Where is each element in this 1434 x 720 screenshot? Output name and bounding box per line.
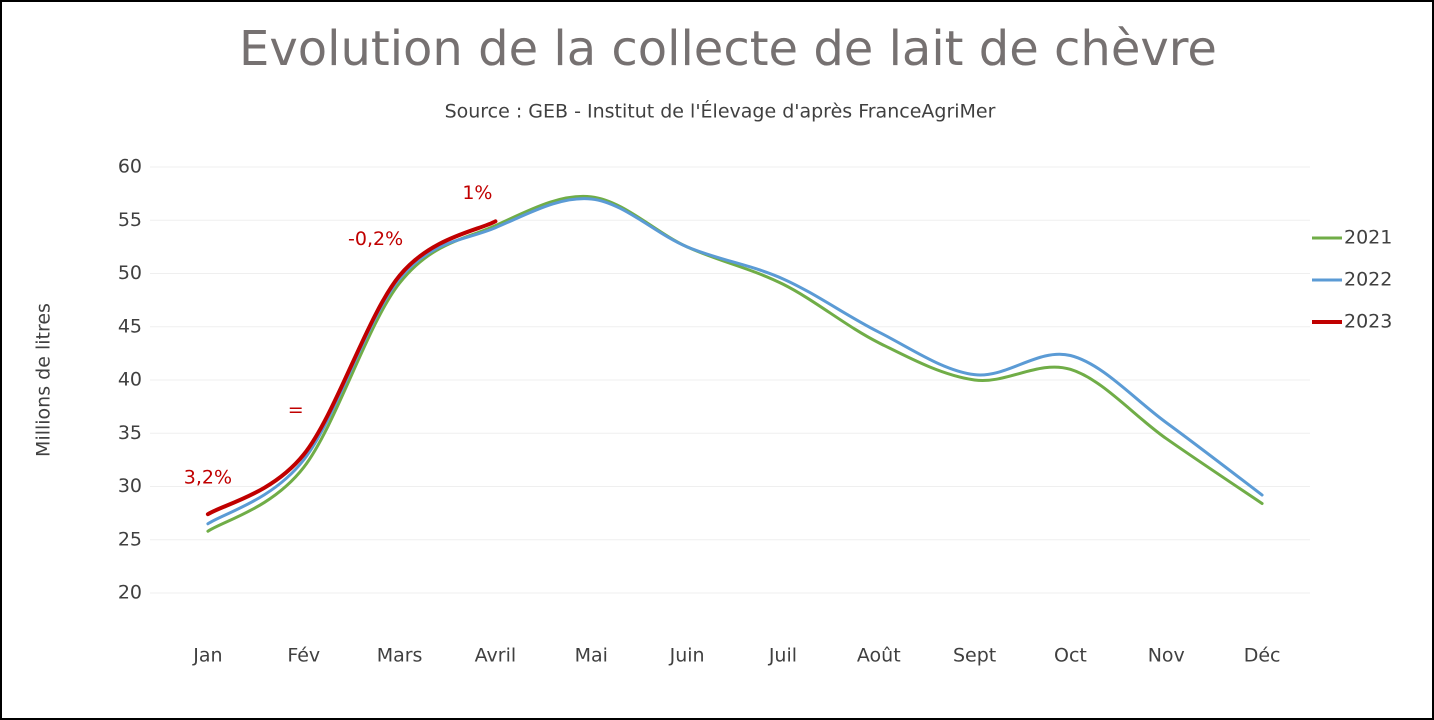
series-line [205, 219, 498, 517]
x-tick-label: Déc [1244, 645, 1281, 667]
y-tick-label: 45 [118, 315, 142, 337]
annotation: -0,2% [348, 228, 403, 250]
legend-label: 2022 [1344, 269, 1392, 291]
chart-title: Evolution de la collecte de lait de chèv… [239, 21, 1217, 77]
y-tick-label: 60 [118, 156, 142, 178]
annotation: 1% [462, 182, 492, 204]
y-tick-label: 50 [118, 262, 142, 284]
chart-subtitle: Source : GEB - Institut de l'Élevage d'a… [445, 100, 996, 123]
x-tick-label: Août [857, 645, 901, 667]
x-tick-label: Juin [669, 645, 705, 667]
y-tick-label: 20 [118, 582, 142, 604]
y-tick-label: 55 [118, 209, 142, 231]
y-tick-label: 40 [118, 369, 142, 391]
x-tick-label: Oct [1054, 645, 1087, 667]
y-tick-label: 35 [118, 422, 142, 444]
x-tick-label: Mars [377, 645, 423, 667]
x-tick-label: Nov [1148, 645, 1185, 667]
x-tick-label: Avril [475, 645, 517, 667]
x-tick-label: Jan [192, 645, 222, 667]
legend-label: 2021 [1344, 227, 1392, 249]
y-tick-label: 30 [118, 475, 142, 497]
series-line [206, 194, 1264, 533]
x-tick-label: Sept [953, 645, 996, 667]
y-axis-label: Millions de litres [33, 303, 55, 457]
annotation: 3,2% [184, 467, 232, 489]
x-tick-label: Fév [287, 645, 320, 667]
x-tick-label: Juil [768, 645, 797, 667]
y-tick-label: 25 [118, 528, 142, 550]
legend-label: 2023 [1344, 311, 1392, 333]
x-tick-label: Mai [575, 645, 608, 667]
annotation: = [288, 399, 304, 421]
